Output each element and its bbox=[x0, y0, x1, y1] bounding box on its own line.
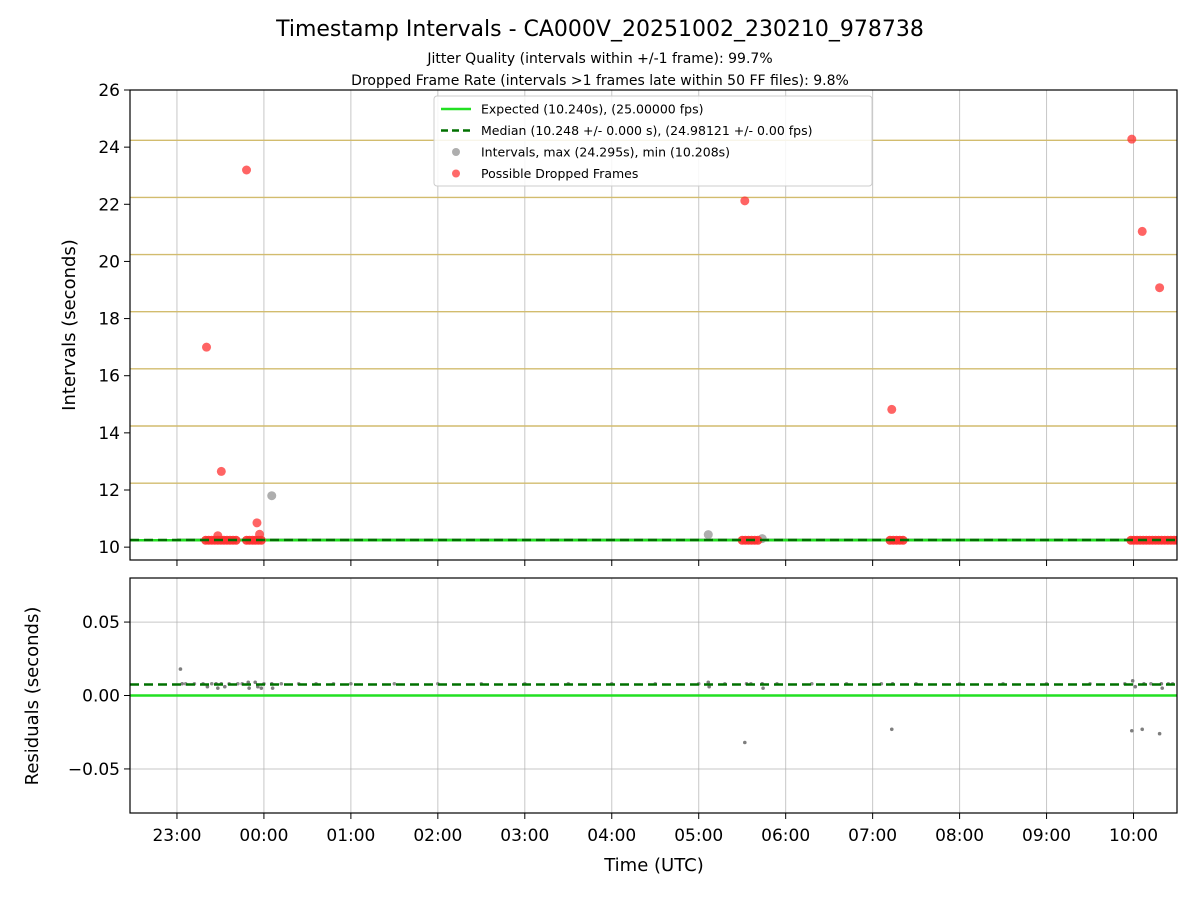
top-dropped-frame-point bbox=[1137, 226, 1147, 236]
top-interval-point bbox=[703, 530, 713, 540]
bottom-residual-point bbox=[349, 681, 353, 686]
top-dropped-frame-point bbox=[887, 404, 897, 414]
top-ytick-label: 16 bbox=[98, 367, 120, 387]
x-axis-label: Time (UTC) bbox=[603, 855, 704, 876]
top-dropped-frame-point bbox=[740, 196, 750, 206]
bottom-residual-point bbox=[279, 681, 284, 686]
top-ytick-label: 10 bbox=[98, 538, 120, 558]
bottom-residual-point bbox=[259, 686, 264, 690]
top-ytick-label: 14 bbox=[98, 424, 120, 444]
bottom-residual-point bbox=[246, 680, 251, 685]
bottom-residual-point bbox=[761, 686, 765, 690]
top-dropped-frame-point bbox=[1155, 283, 1165, 293]
top-dropped-frame-point bbox=[213, 531, 223, 541]
top-legend-marker-dot bbox=[452, 148, 460, 156]
bottom-xtick-label: 06:00 bbox=[761, 826, 810, 846]
bottom-xtick-label: 00:00 bbox=[239, 826, 288, 846]
bottom-residual-point bbox=[707, 684, 711, 689]
bottom-residual-point bbox=[392, 681, 397, 686]
bottom-xtick-label: 04:00 bbox=[587, 826, 636, 846]
bottom-residual-point bbox=[889, 727, 894, 732]
top-panel-ylabel: Intervals (seconds) bbox=[59, 239, 80, 411]
bottom-residual-point bbox=[1149, 681, 1153, 686]
chart-subtitle-jitter: Jitter Quality (intervals within +/-1 fr… bbox=[426, 51, 772, 67]
bottom-xtick-label: 10:00 bbox=[1109, 826, 1158, 846]
top-legend-label: Possible Dropped Frames bbox=[481, 166, 638, 181]
bottom-residual-point bbox=[222, 684, 227, 689]
bottom-residual-point bbox=[180, 681, 184, 686]
bottom-residual-point bbox=[1129, 728, 1134, 733]
bottom-plot-area bbox=[130, 578, 1177, 813]
bottom-residual-point bbox=[205, 684, 210, 689]
bottom-residual-point bbox=[253, 680, 258, 685]
bottom-xtick-label: 02:00 bbox=[413, 826, 462, 846]
bottom-xtick-label: 23:00 bbox=[152, 826, 201, 846]
top-dropped-frame-point bbox=[242, 165, 252, 175]
bottom-residual-point bbox=[270, 686, 275, 690]
top-dropped-frame-point bbox=[252, 518, 262, 528]
top-ytick-label: 22 bbox=[98, 195, 120, 215]
bottom-residual-point bbox=[1130, 679, 1135, 683]
top-legend: Expected (10.240s), (25.00000 fps) Median… bbox=[433, 95, 873, 187]
bottom-residual-point bbox=[706, 680, 711, 685]
bottom-xtick-label: 01:00 bbox=[326, 826, 375, 846]
bottom-residual-point bbox=[1157, 731, 1162, 736]
bottom-xtick-label: 03:00 bbox=[500, 826, 549, 846]
top-ytick-label: 20 bbox=[98, 252, 120, 272]
top-ytick-label: 12 bbox=[98, 481, 120, 501]
top-legend-marker-dot bbox=[452, 169, 460, 178]
bottom-residual-point bbox=[1133, 684, 1138, 689]
top-dropped-frame-point bbox=[202, 342, 212, 352]
top-legend-box bbox=[433, 95, 873, 187]
bottom-xtick-label: 07:00 bbox=[848, 826, 897, 846]
bottom-residual-point bbox=[209, 681, 214, 686]
bottom-residual-point bbox=[256, 684, 260, 689]
top-dropped-frame-point bbox=[753, 535, 763, 545]
top-ytick-label: 18 bbox=[98, 310, 120, 330]
bottom-residual-point bbox=[1160, 686, 1165, 690]
bottom-xtick-label: 08:00 bbox=[935, 826, 984, 846]
bottom-residual-point bbox=[178, 667, 183, 671]
top-dropped-frame-point bbox=[1127, 134, 1137, 144]
top-axes-frame bbox=[129, 89, 1178, 561]
bottom-panel-ylabel: Residuals (seconds) bbox=[22, 607, 43, 786]
top-legend-label: Intervals, max (24.295s), min (10.208s) bbox=[481, 145, 730, 160]
residuals-panel: 0.05 0.00 −0.05 23:00 00:00 01:00 02:00 03:00 04… bbox=[68, 577, 1178, 846]
bottom-ytick-label: −0.05 bbox=[68, 760, 120, 780]
top-dropped-frame-point bbox=[216, 466, 226, 476]
top-dropped-frame-point bbox=[255, 529, 265, 539]
top-interval-point bbox=[267, 491, 277, 501]
bottom-residual-point bbox=[1140, 727, 1145, 732]
chart-subtitle-dropped: Dropped Frame Rate (intervals >1 frames … bbox=[351, 73, 849, 89]
intervals-panel: 10 12 14 16 18 20 22 24 26 Expected (10.240s), (2… bbox=[98, 81, 1178, 566]
bottom-ytick-label: 0.05 bbox=[82, 613, 120, 633]
top-ytick-label: 24 bbox=[98, 138, 120, 158]
bottom-xtick-label: 09:00 bbox=[1022, 826, 1071, 846]
chart-title: Timestamp Intervals - CA000V_20251002_23… bbox=[275, 17, 924, 42]
top-plot-area bbox=[130, 90, 1177, 560]
top-legend-label: Expected (10.240s), (25.00000 fps) bbox=[481, 102, 703, 117]
bottom-xtick-label: 05:00 bbox=[674, 826, 723, 846]
bottom-ytick-label: 0.00 bbox=[82, 687, 120, 707]
top-ytick-label: 26 bbox=[98, 81, 120, 101]
bottom-residual-point bbox=[247, 686, 251, 690]
bottom-residual-point bbox=[216, 686, 220, 690]
bottom-residual-point bbox=[743, 740, 747, 745]
top-legend-label: Median (10.248 +/- 0.000 s), (24.98121 +… bbox=[481, 123, 812, 138]
